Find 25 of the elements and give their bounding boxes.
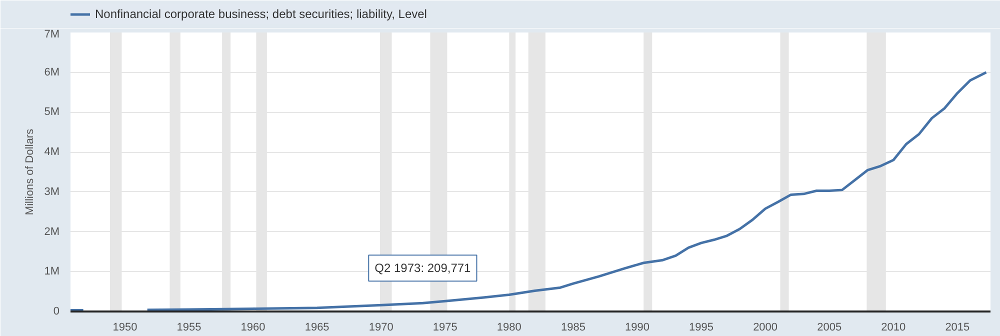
x-tick-label: 2015 bbox=[945, 322, 970, 334]
x-tick-label: 2000 bbox=[753, 322, 778, 334]
x-tick-label: 1950 bbox=[112, 322, 138, 334]
x-tick-label: 1965 bbox=[304, 322, 330, 334]
x-tick-label: 2005 bbox=[817, 322, 842, 334]
y-tick-label: 2M bbox=[44, 226, 60, 238]
y-tick-label: 5M bbox=[44, 106, 60, 118]
y-tick-label: 4M bbox=[44, 146, 60, 158]
legend-label: Nonfinancial corporate business; debt securities; liability, Level bbox=[95, 7, 427, 21]
x-tick-label: 1995 bbox=[689, 322, 714, 334]
y-tick-label: 0 bbox=[53, 306, 60, 318]
y-tick-label: 7M bbox=[44, 28, 60, 40]
x-tick-label: 1970 bbox=[368, 322, 394, 334]
x-tick-label: 1975 bbox=[432, 322, 458, 334]
y-tick-label: 6M bbox=[44, 66, 60, 78]
y-tick-label: 1M bbox=[44, 266, 60, 278]
x-tick-label: 2010 bbox=[881, 322, 906, 334]
x-tick-label: 1990 bbox=[625, 322, 650, 334]
y-tick-label: 3M bbox=[44, 186, 60, 198]
x-tick-label: 1960 bbox=[240, 322, 266, 334]
x-tick-label: 1985 bbox=[560, 322, 586, 334]
annotation: Q2 1973: 209,771 bbox=[374, 261, 472, 276]
y-axis-title: Millions of Dollars bbox=[24, 128, 36, 216]
x-tick-label: 1955 bbox=[176, 322, 202, 334]
x-tick-label: 1980 bbox=[496, 322, 522, 334]
